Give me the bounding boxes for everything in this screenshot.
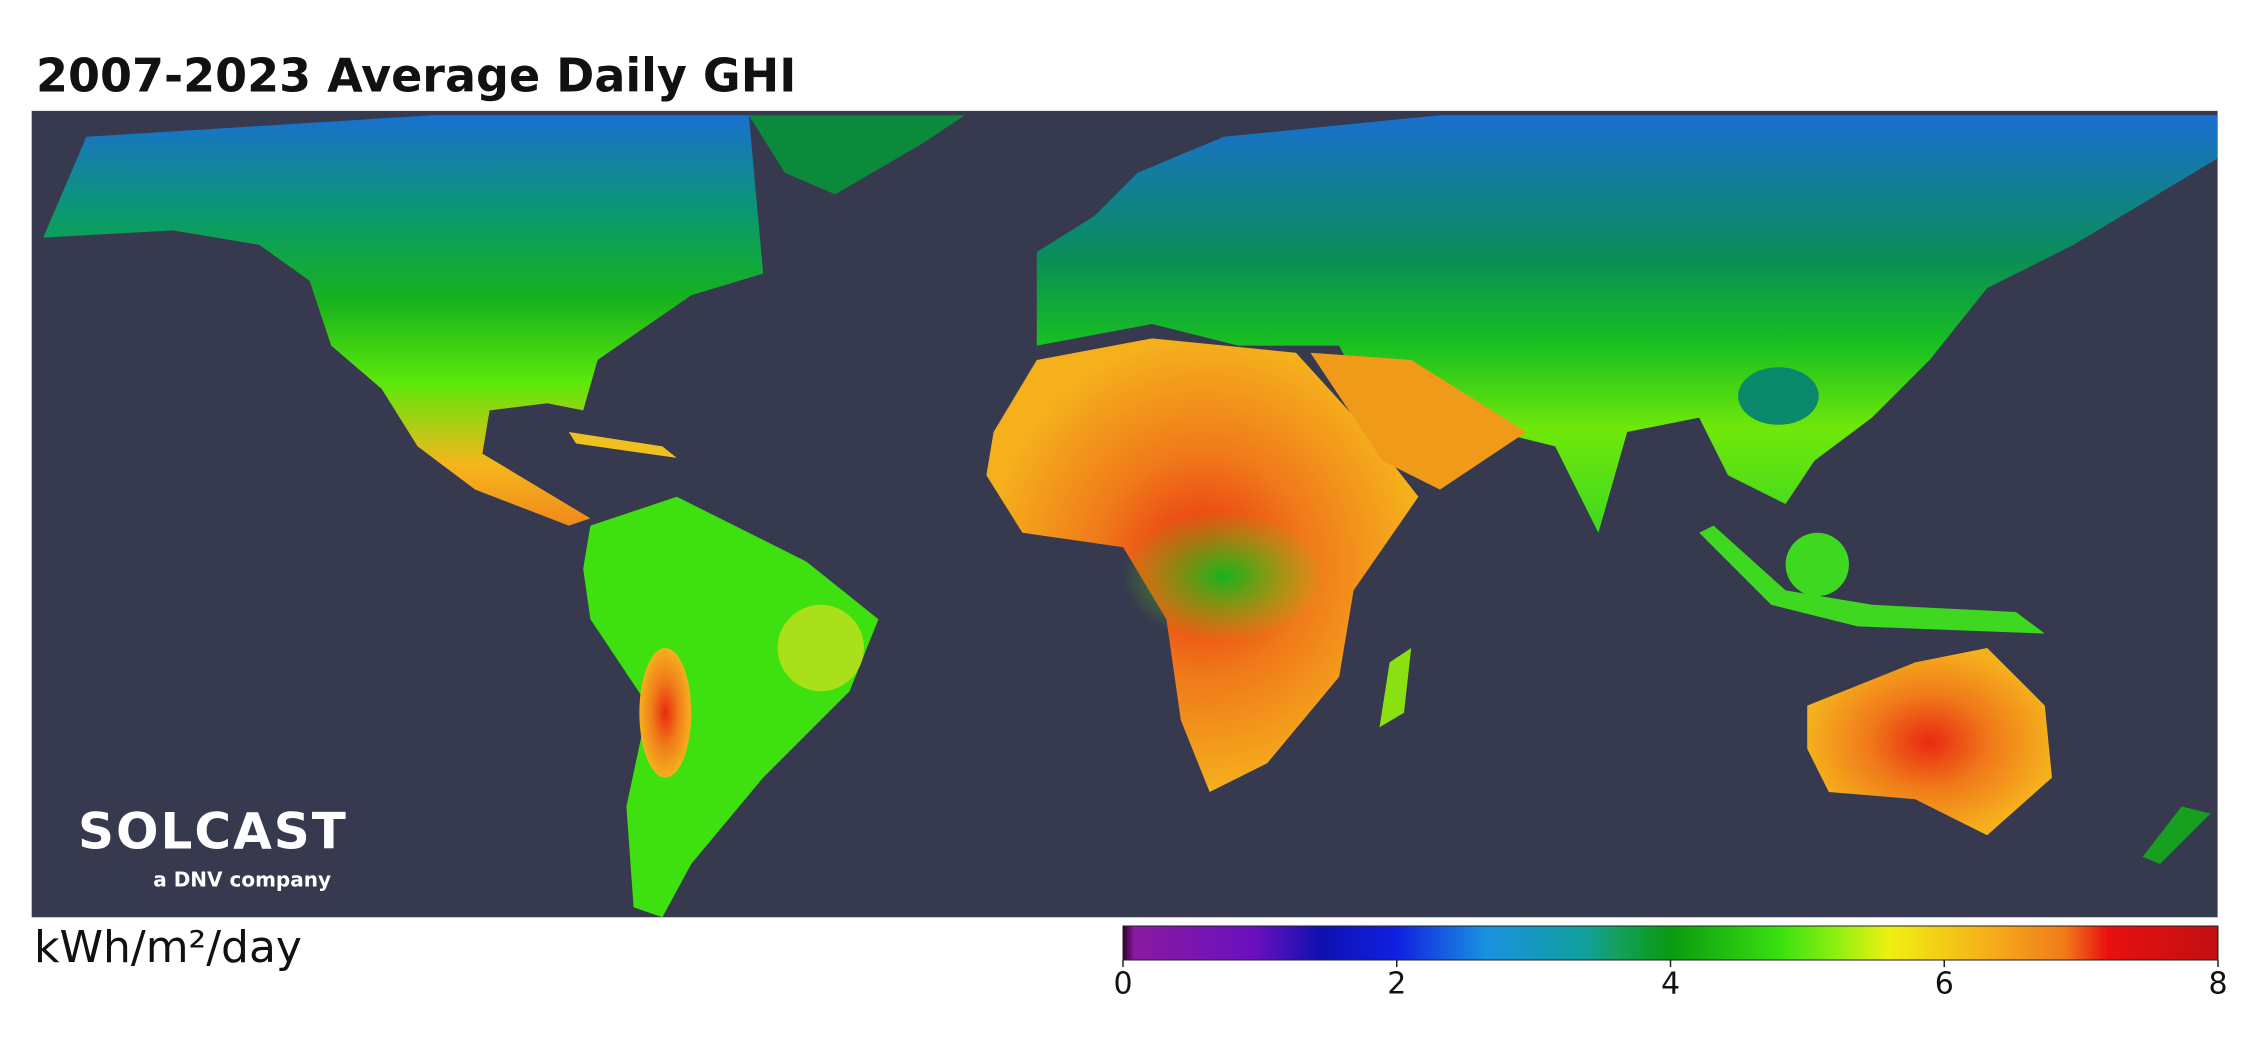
congo-basin (1123, 511, 1325, 641)
caribbean (568, 432, 677, 458)
colorbar-tick-label: 6 (1935, 967, 1954, 1002)
eurasia (1036, 115, 2218, 533)
greenland (748, 115, 965, 195)
madagascar (1379, 648, 1412, 728)
colorbar-tick-label: 2 (1387, 967, 1406, 1002)
australia (1807, 648, 2052, 836)
units-label: kWh/m²/day (34, 922, 302, 973)
colorbar-tick-label: 0 (1113, 967, 1132, 1002)
andes-hotspot (639, 648, 692, 778)
indonesia (1699, 525, 2045, 634)
borneo (1785, 532, 1849, 597)
colorbar-tick-label: 8 (2208, 967, 2227, 1002)
map-title: 2007-2023 Average Daily GHI (36, 49, 796, 103)
colorbar-tick-label: 4 (1661, 967, 1680, 1002)
map (31, 110, 2218, 918)
brazil-warm (777, 604, 865, 692)
colorbar (1122, 925, 2219, 961)
arabia (1310, 352, 1527, 490)
china-basin (1738, 367, 1819, 425)
north-america (43, 115, 764, 526)
logo-tagline: a DNV company (153, 868, 331, 892)
new-zealand (2142, 806, 2211, 865)
south-america (583, 496, 879, 918)
colorbar-ticks: 0 2 4 6 8 (1113, 960, 2228, 1002)
logo-name: SOLCAST (78, 803, 348, 861)
